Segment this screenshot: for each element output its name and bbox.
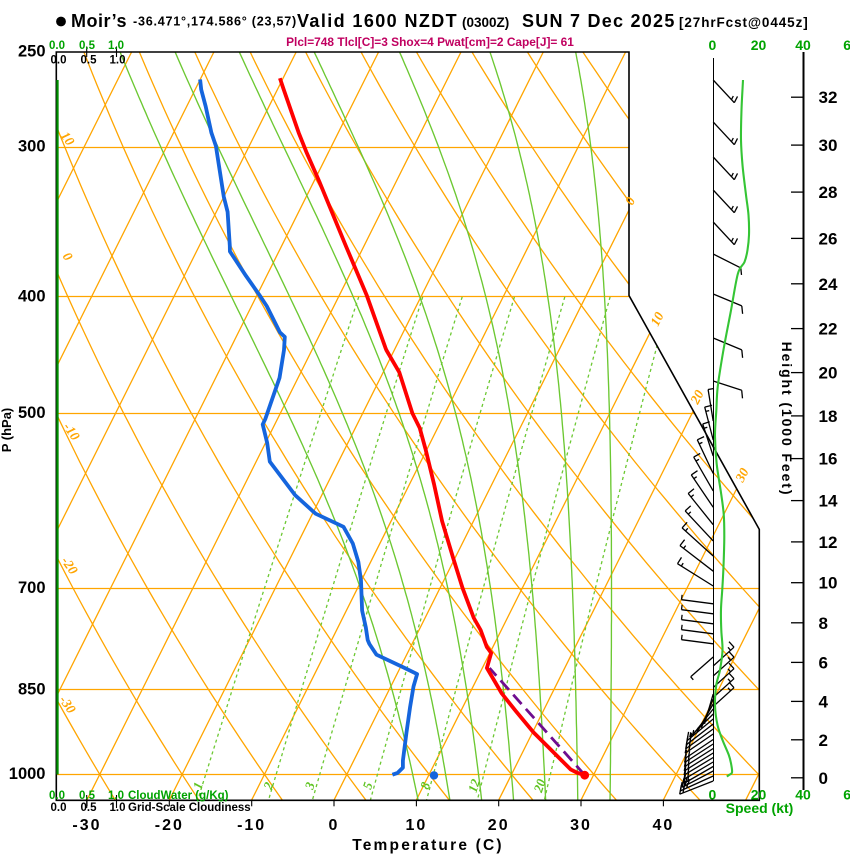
svg-text:1.0: 1.0 [110,55,126,67]
svg-text:1.0: 1.0 [108,40,124,52]
svg-text:700: 700 [18,579,46,597]
svg-text:8: 8 [819,614,828,633]
svg-text:40: 40 [795,37,811,53]
svg-text:300: 300 [18,138,46,156]
svg-text:60: 60 [843,37,850,53]
svg-text:14: 14 [819,492,838,511]
svg-text:SUN 7 Dec 2025: SUN 7 Dec 2025 [522,11,676,31]
svg-text:8: 8 [417,780,433,791]
svg-text:30: 30 [819,136,838,155]
svg-text:850: 850 [18,680,46,698]
svg-text:28: 28 [819,183,838,202]
svg-text:4: 4 [819,692,829,711]
svg-text:1.0: 1.0 [110,802,126,814]
svg-text:20: 20 [751,787,767,803]
svg-text:Valid 1600 NZDT: Valid 1600 NZDT [297,11,458,31]
svg-text:12: 12 [465,777,483,794]
svg-text:0.5: 0.5 [81,802,98,814]
svg-text:Plcl=748 Tlcl[C]=3 Shox=4 Pwat: Plcl=748 Tlcl[C]=3 Shox=4 Pwat[cm]=2 Cap… [286,35,574,49]
svg-text:12: 12 [819,533,838,552]
svg-text:30: 30 [732,465,752,485]
svg-text:0: 0 [329,817,340,834]
svg-text:20: 20 [687,387,707,407]
svg-text:P (hPa): P (hPa) [0,408,14,453]
svg-text:24: 24 [819,275,838,294]
svg-text:-10: -10 [237,817,266,834]
svg-text:Height (1000 Feet): Height (1000 Feet) [779,342,795,497]
svg-text:0: 0 [819,769,828,788]
svg-text:5: 5 [359,780,375,791]
svg-text:500: 500 [18,404,46,422]
svg-text:16: 16 [819,450,838,469]
svg-text:1000: 1000 [9,765,46,783]
svg-text:40: 40 [795,787,811,803]
svg-text:30: 30 [570,817,592,834]
svg-text:Speed (kt): Speed (kt) [726,800,794,816]
svg-text:20: 20 [751,37,767,53]
svg-text:(0300Z): (0300Z) [462,15,509,30]
svg-text:1: 1 [190,780,206,791]
svg-text:Grid-Scale Cloudiness: Grid-Scale Cloudiness [128,802,251,814]
svg-text:-30: -30 [72,817,101,834]
svg-text:0.5: 0.5 [79,790,96,802]
svg-text:20: 20 [819,364,838,383]
svg-text:0: 0 [709,787,717,803]
svg-text:CloudWater (g/Kg): CloudWater (g/Kg) [128,790,229,802]
svg-text:Temperature (C): Temperature (C) [352,837,504,854]
svg-text:20: 20 [530,777,549,795]
svg-text:6: 6 [819,653,828,672]
svg-text:0: 0 [709,37,717,53]
svg-text:0.0: 0.0 [49,790,65,802]
svg-text:18: 18 [819,407,838,426]
svg-text:10: 10 [405,817,427,834]
svg-text:20: 20 [488,817,510,834]
svg-text:[27hrFcst@0445z]: [27hrFcst@0445z] [679,15,809,30]
svg-text:-36.471°,174.586° (23,57): -36.471°,174.586° (23,57) [133,15,297,29]
svg-text:40: 40 [653,817,675,834]
svg-text:0.5: 0.5 [81,55,98,67]
svg-text:2: 2 [819,731,828,750]
svg-text:0.5: 0.5 [79,40,96,52]
svg-text:Moir’s: Moir’s [71,11,127,31]
svg-text:-20: -20 [155,817,184,834]
svg-text:60: 60 [843,787,850,803]
svg-text:22: 22 [819,320,838,339]
svg-text:32: 32 [819,88,838,107]
svg-text:400: 400 [18,288,46,306]
svg-text:0.0: 0.0 [49,40,65,52]
svg-text:250: 250 [18,43,46,61]
svg-text:10: 10 [819,574,838,593]
svg-text:0.0: 0.0 [51,802,67,814]
svg-text:0.0: 0.0 [51,55,67,67]
svg-text:26: 26 [819,229,838,248]
svg-text:10: 10 [647,309,667,328]
svg-text:1.0: 1.0 [108,790,124,802]
